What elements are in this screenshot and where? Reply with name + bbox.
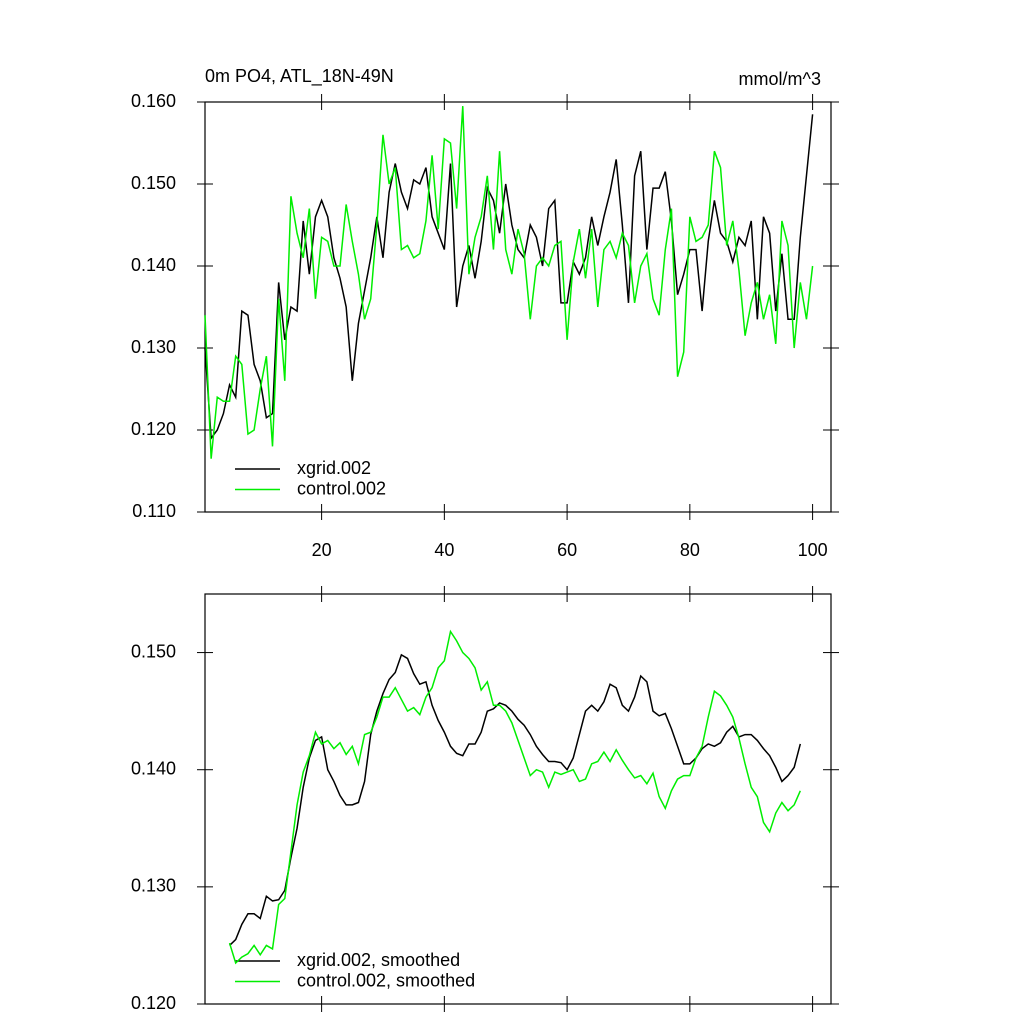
legend-label: xgrid.002	[297, 458, 371, 478]
x-tick-label: 60	[557, 540, 577, 560]
x-tick-label: 80	[680, 540, 700, 560]
legend-label: xgrid.002, smoothed	[297, 950, 460, 970]
y-tick-label: 0.120	[131, 419, 176, 439]
y-tick-label: 0.110	[132, 501, 176, 521]
y-tick-label: 0.160	[131, 91, 176, 111]
x-tick-label: 40	[434, 540, 454, 560]
x-tick-label: 20	[312, 540, 332, 560]
y-tick-label: 0.130	[131, 337, 176, 357]
plot-frame	[204, 593, 832, 1005]
y-tick-label: 0.140	[131, 758, 176, 778]
y-tick-label: 0.140	[131, 255, 176, 275]
series-line	[204, 114, 814, 441]
y-tick-label: 0.130	[131, 876, 176, 896]
series-line	[228, 629, 801, 965]
y-tick-label: 0.150	[131, 641, 176, 661]
y-tick-label: 0.120	[131, 993, 176, 1013]
legend-label: control.002	[297, 478, 386, 498]
series-line	[229, 653, 802, 946]
y-tick-label: 0.150	[131, 173, 176, 193]
legend-label: control.002, smoothed	[297, 970, 475, 990]
series-line	[204, 106, 814, 459]
x-tick-label: 100	[798, 540, 828, 560]
units-label: mmol/m^3	[739, 69, 821, 89]
plot-frame	[204, 101, 832, 513]
chart-title: 0m PO4, ATL_18N-49N	[205, 66, 394, 87]
